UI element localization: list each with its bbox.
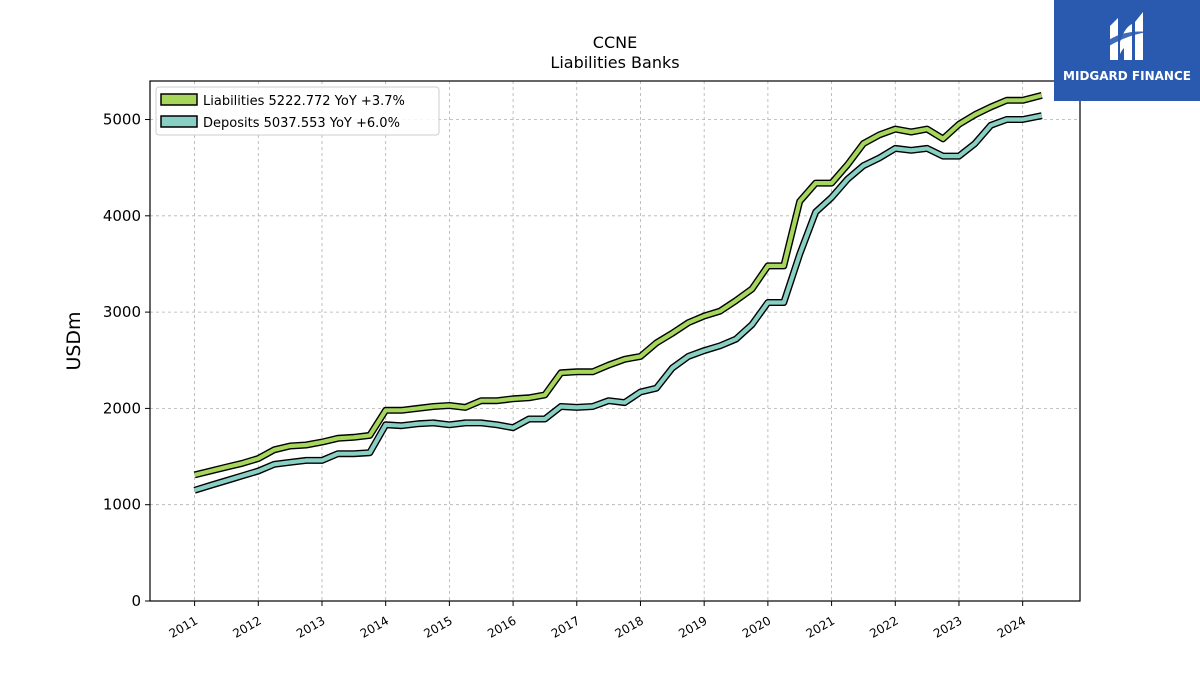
y-tick-label: 0: [131, 592, 141, 610]
logo-text: MIDGARD FINANCE: [1063, 69, 1191, 83]
legend-swatch-liabilities: [160, 93, 198, 106]
y-tick-label: 1000: [103, 496, 141, 514]
x-tick-label: 2017: [549, 613, 582, 640]
x-tick-label: 2022: [867, 613, 900, 640]
legend-entry-liabilities: Liabilities 5222.772 YoY +3.7%: [203, 94, 405, 109]
series-line-deposits: [193, 113, 1043, 493]
chart-subtitle: Liabilities Banks: [550, 53, 679, 72]
x-tick-label: 2014: [358, 613, 391, 640]
legend-swatch-deposits: [160, 115, 198, 128]
series-line-liabilities: [194, 93, 1043, 477]
x-tick-label: 2021: [804, 613, 837, 640]
y-axis: 0 1000 2000 3000 4000 5000: [103, 111, 150, 610]
legend: Liabilities 5222.772 YoY +3.7% Deposits …: [155, 86, 440, 136]
x-tick-label: 2024: [995, 613, 1028, 640]
x-tick-label: 2019: [676, 613, 709, 640]
y-tick-label: 5000: [103, 111, 141, 129]
x-tick-label: 2013: [294, 613, 327, 640]
x-tick-label: 2015: [421, 613, 454, 640]
chart-title: CCNE: [593, 33, 637, 52]
midgard-logo-icon: [1106, 12, 1148, 60]
legend-box: [155, 86, 440, 136]
gridlines: [150, 81, 1080, 601]
x-tick-label: 2018: [613, 613, 646, 640]
x-tick-label: 2020: [740, 613, 773, 640]
legend-entry-deposits: Deposits 5037.553 YoY +6.0%: [203, 116, 400, 131]
brand-logo: MIDGARD FINANCE: [1054, 0, 1200, 101]
y-tick-label: 4000: [103, 207, 141, 225]
plot-frame: [149, 80, 1081, 602]
x-axis: 2011 2012 2013 2014 2015 2016 2017 2018 2019 2020…: [167, 601, 1028, 641]
x-tick-label: 2012: [230, 613, 263, 640]
x-tick-label: 2023: [931, 613, 964, 640]
y-tick-label: 3000: [103, 303, 141, 321]
x-tick-label: 2011: [167, 613, 200, 640]
y-axis-label: USDm: [63, 311, 85, 370]
x-tick-label: 2016: [485, 613, 518, 640]
series-lines: [193, 92, 1043, 494]
y-tick-label: 2000: [103, 399, 141, 417]
